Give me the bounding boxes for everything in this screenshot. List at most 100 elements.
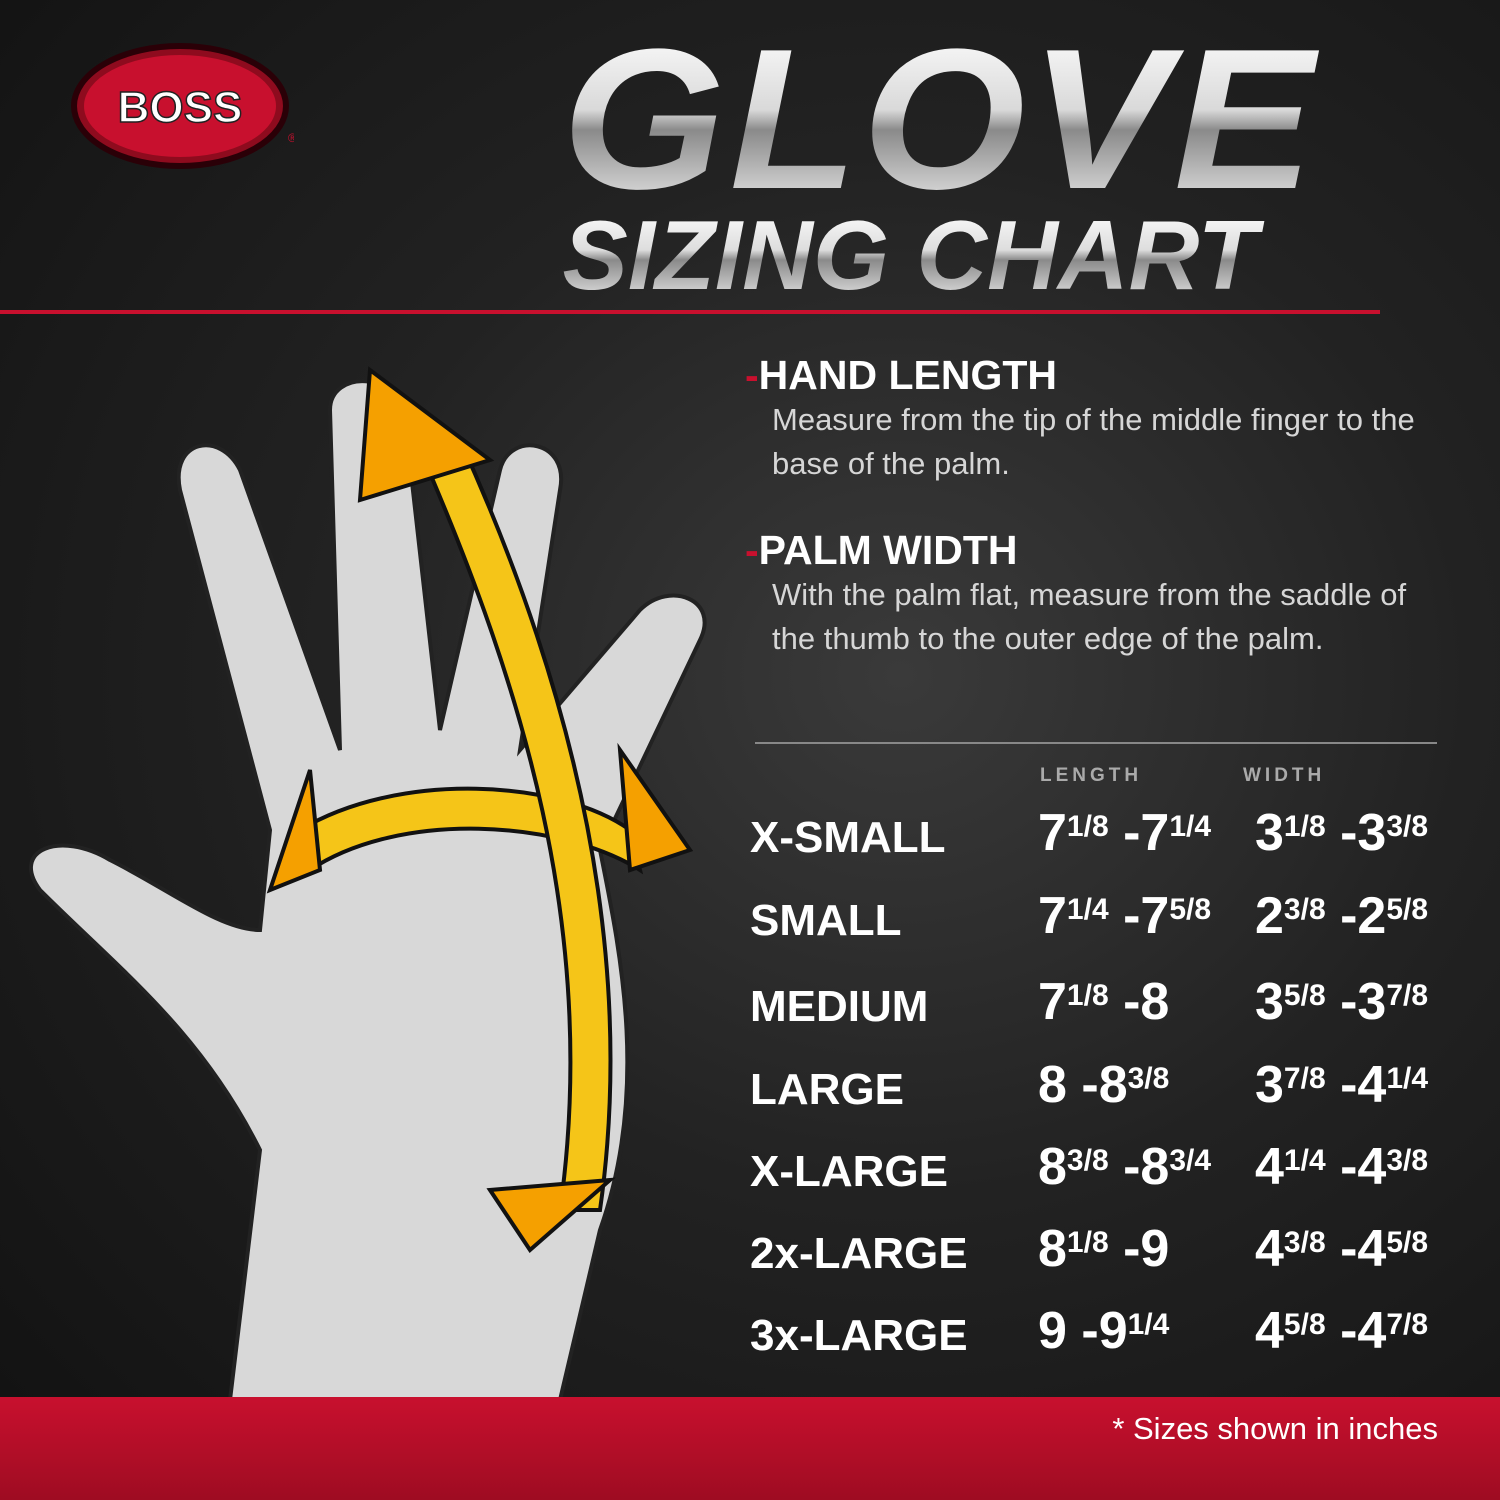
length-range: 71/8 -8 — [1038, 972, 1169, 1032]
palm-width-heading: PALM WIDTH — [758, 527, 1018, 573]
width-range: 37/8 -41/4 — [1255, 1055, 1428, 1115]
fraction: 5/8 — [1169, 893, 1212, 926]
whole-number: 4 — [1357, 1056, 1387, 1114]
fraction: 1/4 — [1127, 1308, 1170, 1341]
size-label: MEDIUM — [750, 982, 929, 1031]
range-dash: - — [1325, 1220, 1358, 1278]
whole-number: 8 — [1140, 973, 1170, 1031]
whole-number: 3 — [1255, 804, 1284, 862]
whole-number: 3 — [1255, 1056, 1284, 1114]
range-dash: - — [1325, 887, 1358, 945]
size-label: 3x-LARGE — [750, 1311, 968, 1360]
fraction: 1/8 — [1283, 810, 1326, 843]
size-label: X-LARGE — [750, 1147, 948, 1196]
whole-number: 3 — [1357, 804, 1387, 862]
whole-number: 8 — [1140, 1138, 1170, 1196]
size-row: X-SMALL 71/8 -71/4 31/8 -33/8 — [750, 803, 1470, 863]
footer-band: * Sizes shown in inches — [0, 1397, 1500, 1500]
whole-number: 7 — [1038, 887, 1067, 945]
whole-number: 9 — [1140, 1220, 1170, 1278]
whole-number: 4 — [1255, 1220, 1284, 1278]
whole-number: 3 — [1357, 973, 1387, 1031]
fraction: 7/8 — [1283, 1062, 1326, 1095]
fraction: 7/8 — [1386, 979, 1429, 1012]
length-range: 8 -83/8 — [1038, 1055, 1169, 1115]
column-header-length: LENGTH — [1040, 765, 1143, 786]
length-range: 9 -91/4 — [1038, 1301, 1169, 1361]
hand-icon — [29, 379, 707, 1400]
fraction: 3/8 — [1283, 1226, 1326, 1259]
whole-number: 2 — [1357, 887, 1387, 945]
fraction: 3/8 — [1283, 893, 1326, 926]
fraction: 5/8 — [1386, 893, 1429, 926]
fraction: 1/4 — [1066, 893, 1109, 926]
whole-number: 4 — [1255, 1138, 1284, 1196]
width-range: 41/4 -43/8 — [1255, 1137, 1428, 1197]
palm-width-text: With the palm flat, measure from the sad… — [772, 577, 1407, 656]
title-glove: GLOVE — [384, 20, 1497, 220]
range-dash: - — [1108, 804, 1141, 862]
length-range: 71/4 -75/8 — [1038, 886, 1211, 946]
fraction: 1/4 — [1283, 1144, 1326, 1177]
whole-number: 7 — [1038, 804, 1067, 862]
range-dash: - — [1325, 973, 1358, 1031]
width-range: 45/8 -47/8 — [1255, 1301, 1428, 1361]
fraction: 1/8 — [1066, 1226, 1109, 1259]
size-label: SMALL — [750, 896, 902, 945]
size-label: 2x-LARGE — [750, 1229, 968, 1278]
width-range: 31/8 -33/8 — [1255, 803, 1428, 863]
range-dash: - — [1066, 1302, 1099, 1360]
fraction: 3/8 — [1386, 810, 1429, 843]
fraction: 3/4 — [1169, 1144, 1212, 1177]
header-divider — [0, 310, 1380, 314]
whole-number: 7 — [1140, 887, 1170, 945]
range-dash: - — [1108, 1220, 1141, 1278]
fraction: 7/8 — [1386, 1308, 1429, 1341]
range-dash: - — [1325, 804, 1358, 862]
hand-length-tape — [357, 366, 616, 1254]
fraction: 3/8 — [1066, 1144, 1109, 1177]
fraction: 1/4 — [1386, 1062, 1429, 1095]
units-note: * Sizes shown in inches — [1112, 1411, 1438, 1446]
logo-text: BOSS — [118, 83, 243, 132]
whole-number: 8 — [1038, 1056, 1067, 1114]
range-dash: - — [1325, 1138, 1358, 1196]
size-label: X-SMALL — [750, 813, 946, 862]
width-range: 23/8 -25/8 — [1255, 886, 1428, 946]
size-row: X-LARGE 83/8 -83/4 41/4 -43/8 — [750, 1137, 1470, 1197]
red-dash: - — [745, 527, 759, 573]
whole-number: 9 — [1038, 1302, 1067, 1360]
range-dash: - — [1108, 1138, 1141, 1196]
whole-number: 7 — [1140, 804, 1170, 862]
fraction: 5/8 — [1283, 1308, 1326, 1341]
size-row: MEDIUM 71/8 -8 35/8 -37/8 — [750, 972, 1470, 1032]
fraction: 1/8 — [1066, 810, 1109, 843]
fraction: 3/8 — [1386, 1144, 1429, 1177]
range-dash: - — [1325, 1056, 1358, 1114]
fraction: 1/4 — [1169, 810, 1212, 843]
whole-number: 8 — [1098, 1056, 1128, 1114]
hand-length-heading: HAND LENGTH — [758, 352, 1058, 398]
fraction: 3/8 — [1127, 1062, 1170, 1095]
range-dash: - — [1325, 1302, 1358, 1360]
whole-number: 7 — [1038, 973, 1067, 1031]
range-dash: - — [1108, 973, 1141, 1031]
size-row: SMALL 71/4 -75/8 23/8 -25/8 — [750, 886, 1470, 946]
whole-number: 3 — [1255, 973, 1284, 1031]
length-range: 81/8 -9 — [1038, 1219, 1169, 1279]
whole-number: 4 — [1357, 1138, 1387, 1196]
fraction: 1/8 — [1066, 979, 1109, 1012]
hand-length-section: -HAND LENGTH Measure from the tip of the… — [745, 352, 1445, 486]
range-dash: - — [1108, 887, 1141, 945]
size-row: 3x-LARGE 9 -91/4 45/8 -47/8 — [750, 1301, 1470, 1361]
whole-number: 8 — [1038, 1138, 1067, 1196]
red-dash: - — [745, 352, 759, 398]
hand-length-text: Measure from the tip of the middle finge… — [772, 402, 1415, 481]
range-dash: - — [1066, 1056, 1099, 1114]
whole-number: 9 — [1098, 1302, 1128, 1360]
whole-number: 4 — [1357, 1302, 1387, 1360]
hand-measuring-illustration — [29, 366, 707, 1400]
fraction: 5/8 — [1283, 979, 1326, 1012]
size-row: 2x-LARGE 81/8 -9 43/8 -45/8 — [750, 1219, 1470, 1279]
registered-mark: ® — [288, 131, 294, 145]
